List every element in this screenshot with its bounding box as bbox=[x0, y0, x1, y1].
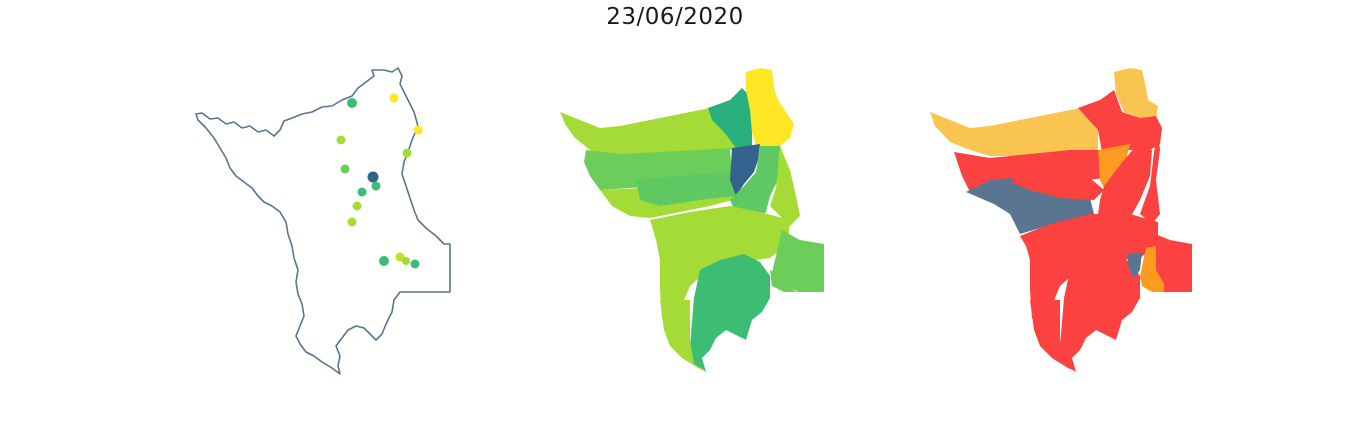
station-point bbox=[389, 93, 399, 103]
watershed-zone bbox=[770, 270, 796, 292]
station-point bbox=[379, 256, 389, 266]
watershed-zone bbox=[730, 146, 782, 220]
risk-zone bbox=[1078, 90, 1162, 152]
risk-zone bbox=[1140, 130, 1160, 224]
station-point bbox=[347, 98, 357, 108]
risk-zone bbox=[1020, 214, 1158, 330]
risk-zone bbox=[1098, 144, 1130, 196]
risk-zone bbox=[966, 178, 1094, 234]
map-date-title: 23/06/2020 bbox=[606, 4, 744, 30]
watershed-zone bbox=[730, 144, 760, 196]
watershed-zone bbox=[636, 172, 736, 206]
risk-zone bbox=[1010, 178, 1104, 200]
watershed-zone bbox=[650, 206, 790, 330]
station-point bbox=[402, 257, 410, 265]
watershed-zone bbox=[772, 230, 824, 292]
station-point bbox=[340, 164, 350, 174]
watershed-zone bbox=[560, 102, 746, 160]
station-point bbox=[402, 148, 412, 158]
station-point bbox=[352, 201, 362, 211]
station-point bbox=[410, 259, 420, 269]
risk-zone bbox=[1140, 246, 1164, 292]
risk-zone bbox=[1114, 68, 1158, 118]
risk-zone bbox=[1098, 146, 1152, 222]
station-point bbox=[413, 125, 423, 135]
risk-zone bbox=[930, 106, 1098, 156]
region-outline bbox=[195, 67, 451, 375]
station-point bbox=[347, 217, 357, 227]
station-point bbox=[371, 181, 381, 191]
station-point bbox=[395, 252, 405, 262]
station-point bbox=[357, 187, 367, 197]
risk-zone bbox=[1060, 254, 1140, 372]
watershed-zone bbox=[770, 146, 800, 226]
station-point bbox=[336, 135, 346, 145]
watershed-zone bbox=[708, 88, 752, 148]
watershed-zone bbox=[660, 300, 708, 372]
watershed-zone bbox=[746, 68, 794, 148]
risk-zone bbox=[1128, 252, 1142, 278]
watershed-zone bbox=[690, 254, 770, 372]
risk-zone bbox=[1030, 300, 1078, 372]
station-point bbox=[367, 171, 379, 183]
